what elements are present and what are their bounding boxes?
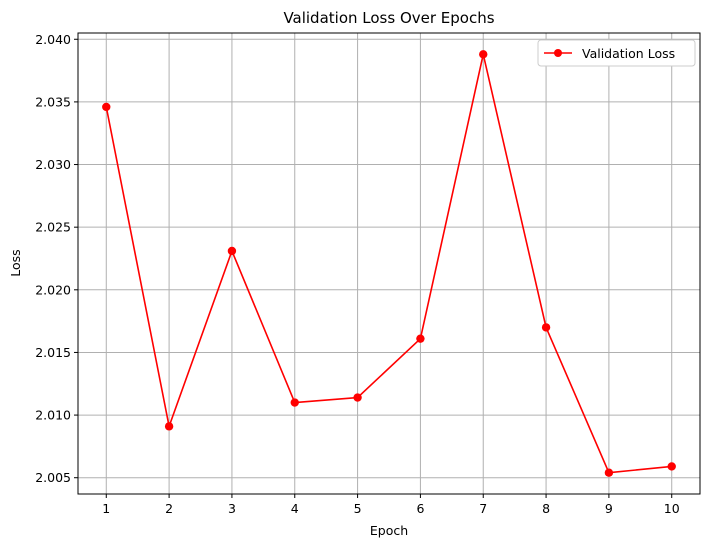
y-tick-label: 2.035 xyxy=(35,94,71,109)
x-tick-label: 10 xyxy=(664,501,680,516)
x-tick-label: 4 xyxy=(291,501,299,516)
data-point xyxy=(227,246,237,256)
data-point xyxy=(102,102,111,112)
legend-box xyxy=(537,39,696,67)
x-tick-label: 5 xyxy=(354,501,362,516)
data-point xyxy=(353,393,362,402)
data-point xyxy=(416,334,425,343)
y-tick-label: 2.005 xyxy=(35,470,71,485)
axis-ticks: 1 2 3 4 5 6 7 8 9 10 2.005 2.010 2.015 2.020 2.025 2.03… xyxy=(35,32,680,516)
x-tick-label: 2 xyxy=(165,501,173,516)
x-tick-label: 1 xyxy=(102,501,110,516)
x-tick-label: 9 xyxy=(605,501,613,516)
series-validation-loss xyxy=(102,50,676,477)
chart-title: Validation Loss Over Epochs xyxy=(283,9,494,27)
x-tick-label: 8 xyxy=(542,501,550,516)
data-point xyxy=(164,422,174,431)
legend-marker xyxy=(554,49,562,57)
y-tick-label: 2.010 xyxy=(35,408,71,423)
x-tick-label: 6 xyxy=(416,501,424,516)
plot-frame xyxy=(77,32,701,495)
x-tick-label: 7 xyxy=(479,501,487,516)
data-point xyxy=(604,468,614,477)
data-point xyxy=(290,398,299,407)
data-point xyxy=(479,50,488,59)
y-tick-label: 2.020 xyxy=(35,282,71,297)
legend: Validation Loss xyxy=(537,39,696,67)
x-axis-label: Epoch xyxy=(370,523,408,538)
y-tick-label: 2.040 xyxy=(35,32,71,47)
data-point xyxy=(667,462,676,471)
legend-label: Validation Loss xyxy=(582,46,675,61)
y-tick-label: 2.025 xyxy=(35,220,71,235)
x-tick-label: 3 xyxy=(228,501,236,516)
series-line xyxy=(105,53,672,474)
grid-lines xyxy=(78,33,700,494)
data-point xyxy=(541,323,551,332)
y-axis-label: Loss xyxy=(8,249,23,276)
y-tick-label: 2.015 xyxy=(35,345,71,360)
y-tick-label: 2.030 xyxy=(35,157,71,172)
